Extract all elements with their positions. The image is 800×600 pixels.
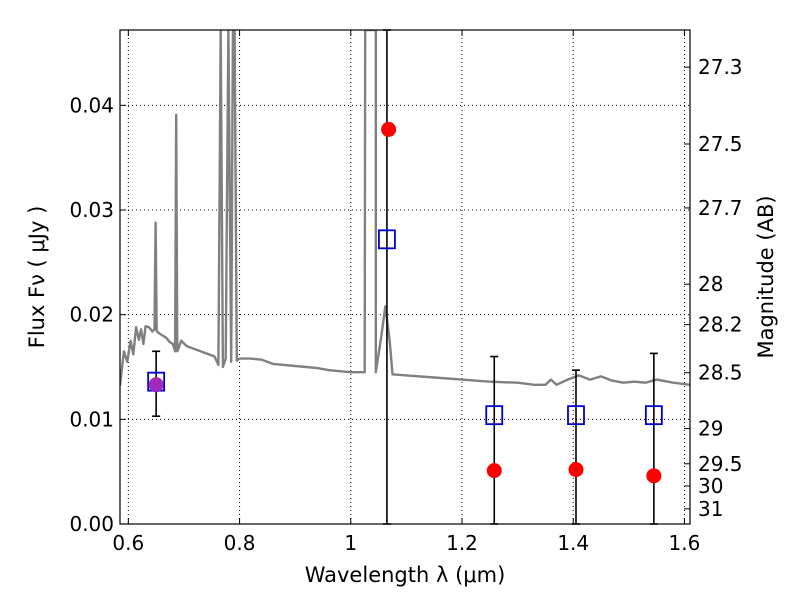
x-axis-label: Wavelength λ (μm)	[305, 563, 506, 587]
x-tick-label: 1.2	[446, 531, 478, 555]
right-y-tick-label: 27.5	[698, 132, 743, 156]
flux-point	[381, 121, 397, 137]
right-y-tick-label: 31	[698, 497, 723, 521]
x-tick-label: 1.6	[669, 531, 701, 555]
model-flux-square	[567, 405, 585, 426]
plot-frame	[119, 29, 691, 525]
right-y-tick-label: 30	[698, 474, 723, 498]
x-tick-label: 1	[344, 531, 357, 555]
right-y-tick-label: 28.2	[698, 313, 743, 337]
grid	[120, 30, 690, 525]
model-flux-square	[485, 405, 504, 426]
flux-point	[568, 462, 584, 478]
flux-point	[486, 463, 502, 479]
overlap-point	[148, 377, 164, 393]
model-flux-square	[644, 405, 663, 426]
y-tick-label: 0.02	[69, 303, 114, 327]
y-axis-label: Flux Fν ( μJy )	[25, 206, 49, 349]
right-y-tick-label: 29.5	[698, 452, 743, 476]
model-spectrum	[120, 30, 690, 386]
right-y-tick-label: 27.7	[698, 196, 743, 220]
right-y-tick-label: 29	[698, 417, 723, 441]
x-tick-label: 1.4	[557, 531, 589, 555]
y-tick-label: 0.00	[69, 512, 114, 536]
x-tick-label: 0.6	[112, 531, 144, 555]
spectrum-line	[120, 30, 690, 386]
flux-point	[646, 468, 662, 484]
tick-labels: 0.6 0.8 1 1.2 1.4 1.6 0.00 0.01 0.02 0.03 0.04 27.3…	[69, 55, 742, 555]
axis-ticks	[120, 30, 690, 525]
y-tick-label: 0.03	[69, 198, 114, 222]
photometry-markers	[147, 121, 663, 484]
x-tick-label: 0.8	[224, 531, 256, 555]
y-tick-label: 0.01	[69, 407, 114, 431]
right-y-tick-label: 27.3	[698, 55, 743, 79]
right-y-axis-label: Magnitude (AB)	[754, 195, 778, 358]
model-flux-square	[378, 229, 396, 250]
y-tick-label: 0.04	[69, 93, 114, 117]
right-y-tick-label: 28	[698, 272, 723, 296]
right-y-tick-label: 28.5	[698, 361, 743, 385]
